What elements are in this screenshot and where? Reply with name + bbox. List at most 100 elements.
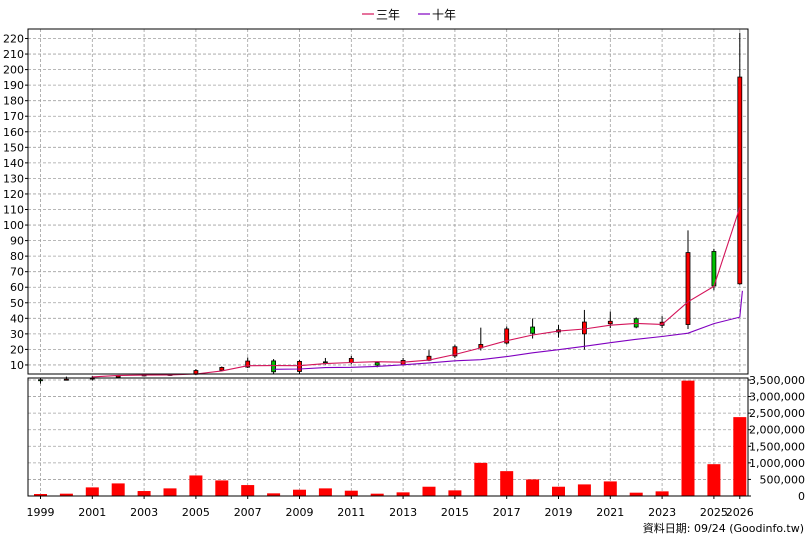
legend-label-0: 三年 — [376, 8, 400, 22]
volume-bar-2008 — [267, 493, 281, 496]
price-tick-label-14: 150 — [3, 141, 24, 154]
candle-body-2000 — [64, 378, 69, 381]
price-tick-label-20: 210 — [3, 48, 24, 61]
volume-bar-2018 — [526, 479, 540, 496]
volume-tick-label-1: 500,000 — [760, 473, 806, 486]
x-tick-label-2025: 2025 — [700, 506, 728, 519]
price-tick-label-7: 80 — [10, 250, 24, 263]
axes — [27, 28, 749, 497]
candle-body-2018 — [530, 326, 535, 334]
x-tick-label-2011: 2011 — [337, 506, 365, 519]
volume-bar-2002 — [111, 483, 125, 496]
x-tick-label-2023: 2023 — [648, 506, 676, 519]
volume-bar-1999 — [34, 494, 47, 496]
legend-label-1: 十年 — [432, 8, 456, 22]
volume-bar-2005 — [189, 475, 203, 496]
candle-body-2002 — [115, 375, 121, 378]
price-tick-label-18: 190 — [3, 79, 24, 92]
volume-bar-2006 — [215, 480, 229, 496]
candle-body-2008 — [271, 360, 277, 373]
volume-bar-2009 — [293, 489, 306, 496]
volume-tick-label-0: 0 — [798, 490, 805, 503]
price-tick-label-6: 70 — [10, 266, 24, 279]
price-tick-label-8: 90 — [10, 235, 24, 248]
price-tick-label-12: 130 — [3, 172, 24, 185]
volume-bar-2016 — [474, 462, 488, 496]
candle-body-2009 — [297, 360, 302, 372]
volume-bar-2017 — [500, 471, 514, 496]
volume-bar-2010 — [318, 488, 332, 496]
x-tick-label-2003: 2003 — [130, 506, 158, 519]
x-tick-label-2019: 2019 — [545, 506, 573, 519]
candle-body-2006 — [219, 367, 225, 371]
price-tick-label-2: 30 — [10, 328, 24, 341]
volume-bar-2000 — [59, 493, 73, 496]
volume-tick-label-4: 2,000,000 — [749, 424, 805, 437]
candle-body-2020 — [582, 321, 587, 335]
volume-gridlines — [28, 378, 748, 496]
price-tick-label-17: 180 — [3, 95, 24, 108]
volume-bar-2014 — [422, 486, 436, 496]
footer-source: 資料日期: 09/24 (Goodinfo.tw) — [643, 521, 804, 535]
candle-body-2024 — [685, 252, 691, 325]
x-axis-ticks: 1999 2001 2003 2005 2007 2009 2011 2013 2015 2017… — [27, 496, 754, 519]
price-panel-frame — [27, 28, 749, 375]
x-tick-label-2015: 2015 — [441, 506, 469, 519]
x-tick-label-2007: 2007 — [234, 506, 262, 519]
volume-bar-2025 — [707, 464, 721, 496]
candle-body-1999 — [38, 379, 43, 382]
price-tick-label-16: 170 — [3, 110, 24, 123]
candle-body-2010 — [322, 361, 328, 364]
price-tick-label-10: 110 — [3, 204, 24, 217]
candle-body-2026 — [737, 76, 743, 285]
volume-bar-2011 — [344, 490, 358, 496]
candle-body-2021 — [607, 320, 613, 325]
price-tick-label-15: 160 — [3, 126, 24, 139]
price-tick-label-9: 100 — [3, 219, 24, 232]
moving-average-lines — [92, 207, 743, 378]
price-tick-label-4: 50 — [10, 297, 24, 310]
price-gridlines — [28, 29, 748, 374]
x-tick-label-1999: 1999 — [27, 506, 55, 519]
x-tick-label-2009: 2009 — [286, 506, 314, 519]
price-tick-label-3: 40 — [10, 312, 24, 325]
volume-tick-label-5: 2,500,000 — [749, 407, 805, 420]
volume-bar-2019 — [552, 486, 565, 496]
price-axis-ticks: 10 20 30 40 50 60 70 80 90 100 110 120 130 140 150 160 1… — [3, 33, 28, 372]
x-tick-label-2017: 2017 — [493, 506, 521, 519]
price-tick-label-19: 200 — [3, 64, 24, 77]
volume-bars — [34, 380, 747, 496]
volume-bar-2012 — [370, 493, 384, 496]
volume-axis-ticks: 0 500,000 1,000,000 1,500,000 2,000,000 2,500… — [748, 374, 805, 503]
volume-bar-2013 — [396, 492, 410, 496]
volume-bar-2020 — [577, 484, 591, 496]
x-tick-label-2026: 2026 — [726, 506, 754, 519]
x-tick-label-2013: 2013 — [389, 506, 417, 519]
volume-panel-frame — [27, 377, 749, 497]
volume-bar-2015 — [448, 490, 462, 496]
x-tick-label-2021: 2021 — [596, 506, 624, 519]
price-tick-label-21: 220 — [3, 33, 24, 46]
volume-bar-2021 — [603, 481, 617, 496]
x-tick-label-2005: 2005 — [182, 506, 210, 519]
price-tick-label-5: 60 — [10, 281, 24, 294]
volume-bar-2001 — [85, 487, 99, 496]
volume-bar-2022 — [629, 492, 643, 496]
candle-body-2007 — [245, 360, 251, 368]
price-tick-label-0: 10 — [10, 359, 24, 372]
volume-tick-label-2: 1,000,000 — [749, 457, 805, 470]
volume-bar-2007 — [241, 485, 255, 496]
price-tick-label-1: 20 — [10, 343, 24, 356]
candle-body-2017 — [504, 328, 510, 344]
volume-tick-label-6: 3,000,000 — [749, 391, 805, 404]
legend: 三年 十年 — [362, 8, 456, 22]
x-tick-label-2001: 2001 — [78, 506, 106, 519]
candle-body-2012 — [374, 362, 380, 366]
price-tick-label-11: 120 — [3, 188, 24, 201]
volume-bar-2026 — [733, 417, 747, 496]
volume-tick-label-3: 1,500,000 — [749, 440, 805, 453]
volume-bar-2004 — [163, 488, 177, 496]
volume-bar-2003 — [137, 491, 151, 496]
